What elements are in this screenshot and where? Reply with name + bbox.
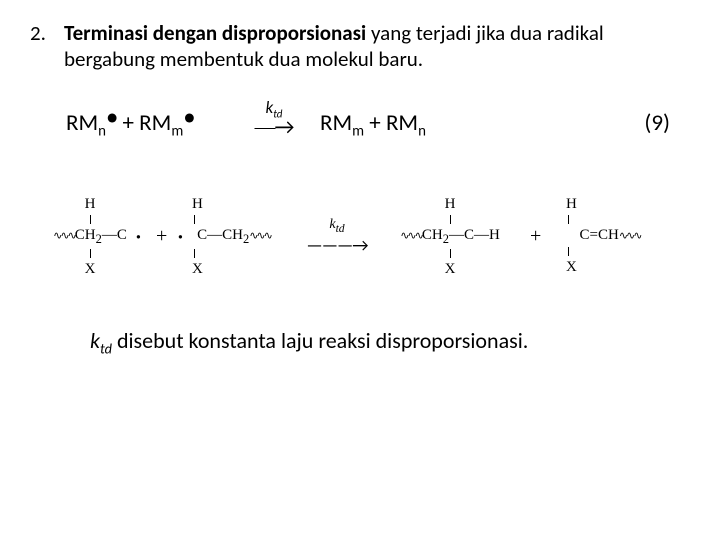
list-item: 2. Terminasi dengan disproporsionasi yan… (30, 20, 690, 73)
atom-X: X (40, 262, 140, 278)
reaction-arrow: ktd ⎯⎯→ (244, 99, 304, 135)
radical-dot: · (136, 225, 141, 247)
molecule-2: H C—CH2∿∿∿ X (184, 197, 284, 278)
backbone: ∿∿∿CH2—C (40, 228, 140, 246)
atom-X: X (560, 260, 660, 276)
molecule-3: H ∿∿∿CH2—C—H X (390, 197, 510, 278)
atom-X: X (390, 262, 510, 278)
atom-H: H (560, 197, 660, 213)
equation-number: (9) (644, 109, 670, 137)
footer-text: ktd disebut konstanta laju reaksi dispro… (90, 327, 690, 357)
atom-X: X (184, 262, 284, 278)
list-number: 2. (30, 20, 64, 73)
backbone: ∿∿∿CH2—C—H (390, 228, 510, 246)
backbone: C=CH∿∿∿ (560, 228, 660, 244)
arrow-glyph: ———→ (302, 234, 372, 256)
scheme-arrow: ktd ———→ (302, 217, 372, 257)
molecule-1: H ∿∿∿CH2—C X (40, 197, 140, 278)
backbone: C—CH2∿∿∿ (184, 228, 284, 246)
atom-H: H (184, 197, 284, 213)
arrow-glyph: ⎯⎯→ (244, 119, 304, 134)
reaction-scheme: H ∿∿∿CH2—C X · + H C—CH2∿∿∿ X · ktd ———→… (40, 177, 690, 297)
equation-right: RMm + RMn (320, 109, 426, 141)
radical-dot: · (178, 225, 183, 247)
molecule-4: H C=CH∿∿∿ X (560, 197, 660, 276)
plus-2: + (530, 225, 541, 248)
equation-row: RMn• + RMm• ktd ⎯⎯→ RMm + RMn (9) (30, 99, 690, 147)
atom-H: H (40, 197, 140, 213)
arrow-label: ktd (302, 217, 372, 235)
equation-left: RMn• + RMm• (66, 109, 195, 141)
list-text: Terminasi dengan disproporsionasi yang t… (64, 20, 690, 73)
plus-1: + (156, 225, 167, 248)
atom-H: H (390, 197, 510, 213)
